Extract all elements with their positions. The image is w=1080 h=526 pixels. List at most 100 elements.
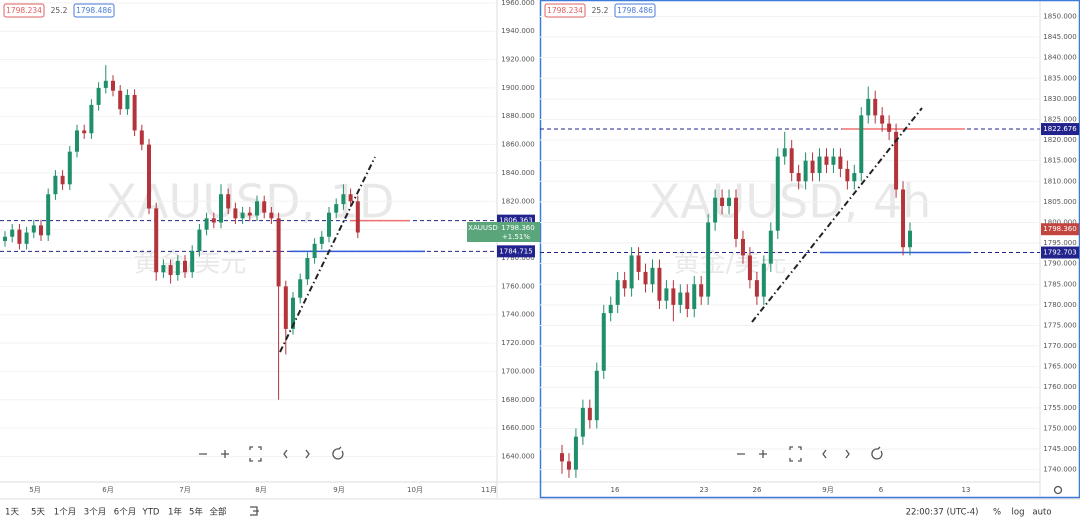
candle-body — [657, 267, 662, 301]
candle-body — [319, 236, 324, 244]
price-tag — [1041, 223, 1079, 236]
range-button[interactable]: YTD — [142, 508, 160, 518]
header-box — [614, 3, 656, 18]
price-tag — [467, 221, 540, 242]
candle-body — [355, 201, 360, 233]
y-tick-label: 1900.000 — [501, 84, 534, 92]
candle-body — [3, 236, 7, 241]
scale-option[interactable]: log — [1012, 508, 1025, 518]
candle-body — [24, 232, 29, 244]
x-tick-label: 8月 — [255, 486, 266, 494]
range-button[interactable]: 5天 — [31, 508, 45, 518]
y-tick-label: 1745.000 — [1043, 445, 1076, 453]
candle-body — [348, 194, 353, 202]
candle-body — [53, 175, 58, 195]
x-tick-label: 23 — [700, 486, 709, 494]
header-label: 1798.234 — [547, 6, 583, 15]
candle-body — [197, 229, 202, 251]
candle-body — [580, 407, 585, 437]
x-tick-label: 9月 — [822, 486, 833, 494]
candle-body — [768, 230, 773, 264]
candle-body — [305, 258, 310, 280]
chart-buttons[interactable] — [737, 446, 883, 462]
range-button[interactable]: 6个月 — [114, 508, 136, 518]
y-tick-label: 1840.000 — [1043, 54, 1076, 62]
candle-body — [852, 173, 857, 182]
y-tick-label: 1825.000 — [1043, 115, 1076, 123]
candle-body — [211, 218, 216, 223]
y-tick-label: 1840.000 — [501, 169, 534, 177]
candle-body — [650, 267, 655, 285]
candle-body — [908, 230, 912, 248]
candle-body — [96, 87, 101, 105]
candle-body — [831, 156, 836, 165]
candle-body — [283, 286, 288, 329]
range-button[interactable]: 全部 — [209, 507, 227, 518]
range-button[interactable]: 5年 — [189, 507, 203, 518]
candle-body — [190, 250, 195, 273]
candle-body — [269, 212, 274, 219]
header-box — [544, 3, 586, 18]
y-tick-label: 1740.000 — [501, 311, 534, 319]
trend-line — [279, 156, 376, 353]
candle-body — [887, 123, 892, 132]
y-tick-label: 1760.000 — [1043, 383, 1076, 391]
candle-body — [334, 204, 339, 213]
zoom-controls[interactable] — [199, 446, 883, 462]
scale-option[interactable]: auto — [1032, 508, 1051, 518]
candle-body — [125, 94, 130, 110]
candle-body — [775, 156, 780, 231]
candle-body — [75, 130, 79, 152]
range-button[interactable]: 3个月 — [84, 508, 106, 518]
price-level-label: 1784.715 — [499, 247, 532, 255]
price-level-label: 1822.676 — [1043, 125, 1077, 133]
candle-body — [685, 292, 690, 309]
candle-body — [111, 80, 115, 91]
watermark-subtitle: 黄金/美元 — [134, 249, 247, 279]
clock: 22:00:37 (UTC-4) — [906, 508, 979, 518]
x-tick-label: 26 — [753, 486, 762, 494]
y-tick-label: 1640.000 — [501, 452, 534, 460]
candle-body — [132, 94, 137, 131]
candle-body — [247, 212, 252, 216]
candle-body — [601, 313, 606, 371]
y-tick-label: 1860.000 — [501, 141, 534, 149]
y-tick-label: 1780.000 — [501, 254, 534, 262]
candle-body — [226, 194, 231, 209]
chart-buttons[interactable] — [199, 446, 344, 462]
candle-body — [594, 370, 599, 421]
candle-body — [233, 208, 238, 219]
x-tick-label: 6月 — [102, 486, 113, 494]
candle-body — [89, 104, 94, 134]
candle-body — [587, 407, 592, 421]
price-level-tag — [1041, 123, 1079, 136]
candle-body — [727, 197, 732, 206]
range-button[interactable]: 1年 — [168, 507, 182, 518]
candle-body — [560, 453, 564, 462]
candle-body — [240, 212, 245, 219]
candle-body — [219, 194, 223, 223]
candle-body — [734, 197, 738, 239]
scale-option[interactable]: % — [993, 508, 1001, 518]
settings-icon[interactable] — [1053, 485, 1063, 495]
range-button[interactable]: 1个月 — [54, 508, 76, 518]
candle-body — [671, 288, 676, 305]
candle-body — [761, 263, 766, 297]
y-tick-label: 1755.000 — [1043, 404, 1076, 412]
candle-body — [608, 304, 613, 314]
candle-body — [255, 201, 259, 216]
candle-body — [139, 130, 144, 145]
price-level-tag — [1041, 246, 1079, 259]
compare-icon[interactable] — [250, 506, 259, 516]
y-tick-label: 1815.000 — [1043, 157, 1076, 165]
y-tick-label: 1780.000 — [1043, 301, 1076, 309]
header-label: 25.2 — [51, 6, 68, 15]
range-button[interactable]: 1天 — [5, 508, 19, 518]
candle-body — [276, 218, 281, 287]
y-tick-label: 1770.000 — [1043, 342, 1076, 350]
candle-body — [168, 265, 173, 276]
y-tick-label: 1805.000 — [1043, 198, 1076, 206]
candle-body — [699, 284, 704, 297]
candle-body — [291, 297, 295, 329]
